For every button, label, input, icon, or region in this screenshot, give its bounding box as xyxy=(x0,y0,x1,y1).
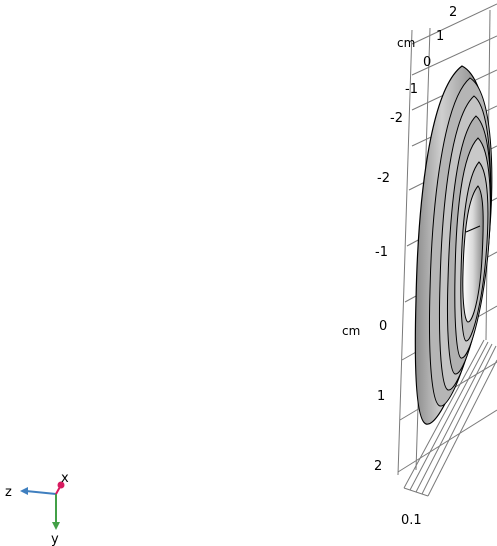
z-axis-arrow xyxy=(25,490,57,495)
top-tick-label: 1 xyxy=(436,29,444,44)
top-tick-label: -1 xyxy=(405,82,418,97)
vertical-tick-label: 1 xyxy=(377,389,385,404)
unit-label-left: cm xyxy=(342,324,360,338)
vertical-tick-label: 2 xyxy=(374,459,382,474)
triad-x-label: x xyxy=(61,471,69,486)
top-tick-label: 0 xyxy=(423,55,431,70)
triad-y-label: y xyxy=(51,532,59,546)
ring-model[interactable] xyxy=(414,65,493,425)
vertical-tick-label: 0 xyxy=(379,319,387,334)
z-arrow-head-icon xyxy=(20,487,28,495)
vertical-axis-labels: -2 -1 cm 0 1 2 xyxy=(342,171,390,474)
top-tick-label: -2 xyxy=(390,111,403,126)
x-arrow-head-icon xyxy=(57,481,65,489)
top-axis-labels: cm 2 1 0 -1 -2 xyxy=(390,5,457,126)
vertical-tick-label: -1 xyxy=(375,245,388,260)
ring-inner-bore xyxy=(462,185,484,323)
depth-tick-label: 0.1 xyxy=(401,513,422,528)
orientation-triad: z y x xyxy=(5,471,69,546)
y-arrow-head-icon xyxy=(52,522,60,530)
top-tick-label: 2 xyxy=(449,5,457,20)
triad-z-label: z xyxy=(5,485,12,500)
unit-label-top: cm xyxy=(397,36,415,50)
ring-bore-seam xyxy=(465,225,481,233)
vertical-tick-label: -2 xyxy=(377,171,390,186)
